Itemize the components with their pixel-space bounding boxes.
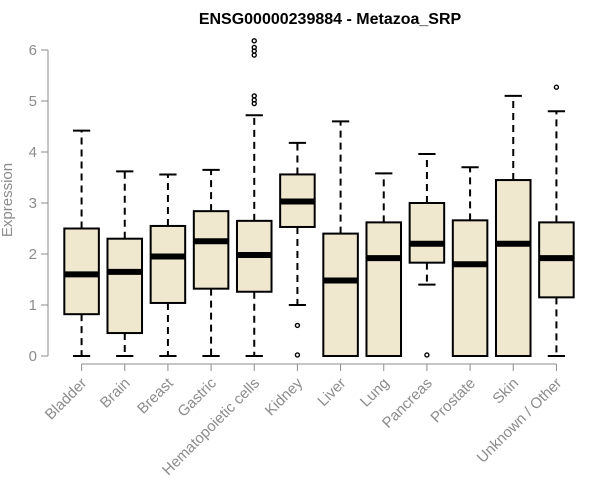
box-bladder: [63, 129, 100, 357]
outlier-point: [294, 322, 301, 329]
y-tick-label: 0: [29, 348, 37, 365]
box-liver: [322, 120, 359, 358]
box-lung: [365, 172, 403, 357]
iqr-box: [494, 179, 532, 357]
y-tick-label: 5: [29, 93, 37, 110]
iqr-box: [63, 227, 100, 316]
box-skin: [494, 94, 532, 357]
x-tick-label: Liver: [314, 375, 349, 410]
y-tick-label: 3: [29, 195, 37, 212]
outlier-point: [251, 93, 257, 99]
x-tick-label: Bladder: [42, 375, 91, 424]
outlier-point: [251, 38, 257, 44]
outlier-point: [294, 352, 301, 358]
y-axis: 0 1 2 3 4 5 6: [29, 42, 49, 365]
outlier-point: [424, 352, 430, 358]
box-prostate: [451, 166, 489, 357]
y-tick-label: 1: [29, 297, 37, 314]
box-kidney: [279, 141, 316, 358]
box-pancreas: [408, 153, 446, 358]
x-tick-label: Skin: [489, 375, 522, 408]
box-breast: [149, 173, 187, 357]
x-tick-label: Breast: [134, 374, 177, 417]
iqr-box: [149, 224, 187, 304]
x-tick-label: Brain: [97, 375, 134, 412]
x-tick-label: Kidney: [262, 374, 307, 419]
y-tick-label: 2: [29, 246, 37, 263]
y-axis-label: Expression: [0, 163, 16, 237]
iqr-box: [192, 210, 230, 290]
box-unknown-other: [538, 84, 575, 357]
iqr-box: [322, 232, 359, 358]
x-tick-label: Prostate: [427, 375, 479, 427]
iqr-box: [106, 237, 144, 335]
x-tick-label: Lung: [357, 375, 393, 411]
y-tick-label: 6: [29, 42, 37, 59]
box-gastric: [192, 168, 230, 357]
chart-title: ENSG00000239884 - Metazoa_SRP: [199, 11, 462, 28]
iqr-box: [408, 202, 446, 264]
y-tick-label: 4: [29, 144, 37, 161]
box-hematopoietic-cells: [235, 38, 273, 357]
boxes-group: [63, 38, 575, 358]
outlier-point: [553, 84, 560, 90]
iqr-box: [451, 219, 489, 357]
outlier-point: [251, 44, 257, 51]
box-brain: [106, 170, 144, 357]
iqr-box: [365, 221, 403, 357]
